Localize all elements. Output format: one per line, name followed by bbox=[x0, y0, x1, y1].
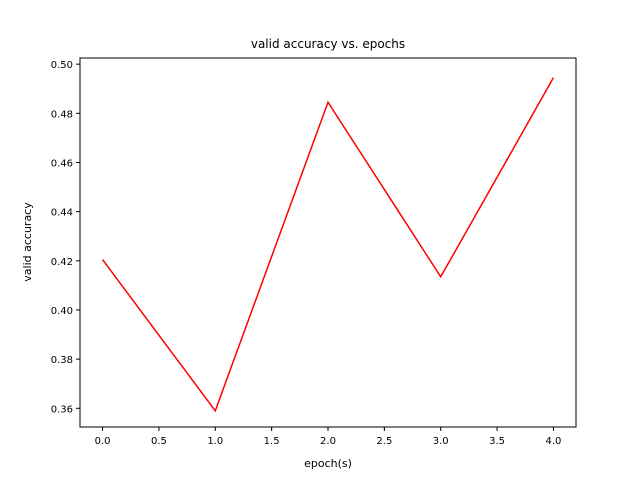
x-tick-label: 0.5 bbox=[151, 436, 167, 447]
y-tick-label: 0.38 bbox=[51, 355, 73, 366]
y-tick-label: 0.44 bbox=[51, 208, 73, 219]
y-axis-label: valid accuracy bbox=[21, 202, 34, 282]
chart-title: valid accuracy vs. epochs bbox=[251, 37, 405, 51]
series-group bbox=[101, 77, 555, 413]
x-tick-label: 1.5 bbox=[264, 436, 280, 447]
x-tick-label: 1.0 bbox=[207, 436, 223, 447]
plot-area bbox=[79, 57, 577, 428]
y-tick-label: 0.42 bbox=[51, 257, 73, 268]
x-axis-label: epoch(s) bbox=[304, 457, 352, 470]
x-axis: 0.0 0.5 1.0 1.5 2.0 2.5 3.0 3.5 4.0 bbox=[95, 427, 562, 447]
x-tick-label: 0.0 bbox=[95, 436, 111, 447]
y-tick-label: 0.36 bbox=[51, 404, 73, 415]
y-tick-label: 0.40 bbox=[51, 306, 73, 317]
y-tick-label: 0.48 bbox=[51, 109, 73, 120]
x-tick-label: 3.0 bbox=[433, 436, 449, 447]
series-line bbox=[101, 77, 555, 413]
x-tick-label: 2.5 bbox=[376, 436, 392, 447]
x-tick-label: 3.5 bbox=[489, 436, 505, 447]
y-tick-label: 0.46 bbox=[51, 158, 73, 169]
y-axis: 0.36 0.38 0.40 0.42 0.44 0.46 0.48 0.50 bbox=[51, 60, 80, 415]
y-tick-label: 0.50 bbox=[51, 60, 73, 71]
x-tick-label: 2.0 bbox=[320, 436, 336, 447]
x-tick-label: 4.0 bbox=[546, 436, 562, 447]
